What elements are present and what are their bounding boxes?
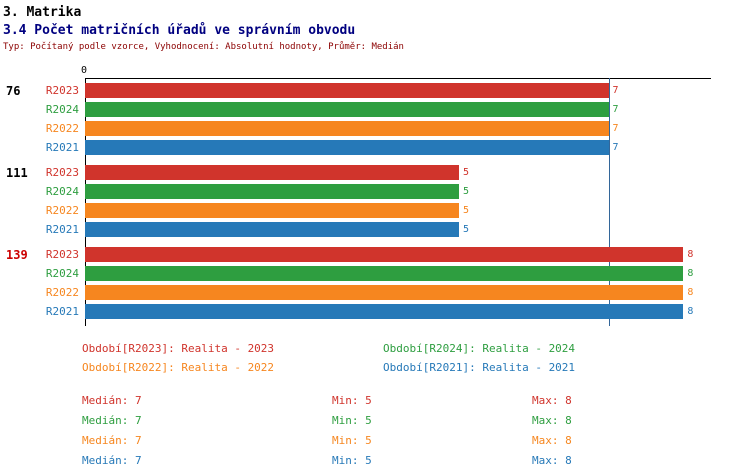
bar-value-label: 7 [612,123,619,134]
group-label: 139 [6,248,28,262]
bar-track: 8 [85,266,711,281]
bar-value-label: 8 [687,249,694,260]
bar [85,140,609,155]
bar [85,121,609,136]
plot-area: 76 R2023 7 R2024 7 R2022 [6,78,711,326]
bar-row-label: R2023 [45,248,79,261]
bar [85,83,609,98]
bar-value-label: 8 [687,306,694,317]
bar-row: R2021 8 [46,304,711,319]
stats-row: Medián: 7 Min: 5 Max: 8 [82,410,750,430]
chart-legend: Období[R2023]: Realita - 2023 Období[R20… [82,342,750,374]
bar-row-label: R2021 [45,141,79,154]
bar-group: 111 R2023 5 R2024 5 R2022 [6,165,711,237]
bar-track: 7 [85,102,711,117]
bar [85,222,459,237]
legend-item: Období[R2023]: Realita - 2023 [82,342,275,355]
legend-item: Období[R2022]: Realita - 2022 [82,361,275,374]
bar [85,304,684,319]
legend-item: Období[R2024]: Realita - 2024 [383,342,576,355]
bar-row: R2022 5 [46,203,711,218]
bar [85,203,459,218]
bar-track: 7 [85,83,711,98]
bar-track: 8 [85,304,711,319]
bar-value-label: 7 [612,85,619,96]
bar-row: R2022 8 [46,285,711,300]
bar-track: 7 [85,140,711,155]
chart-subtitle: Typ: Počítaný podle vzorce, Vyhodnocení:… [3,42,404,52]
bar-track: 5 [85,184,711,199]
bar-track: 8 [85,247,711,262]
bar-value-label: 5 [462,224,469,235]
bar-value-label: 8 [687,268,694,279]
bar-row-label: R2023 [45,166,79,179]
bar-row: R2023 7 [46,83,711,98]
stat-max: Max: 8 [532,393,572,407]
bar [85,165,459,180]
bar-group: 76 R2023 7 R2024 7 R2022 [6,83,711,155]
bar-row: R2024 5 [46,184,711,199]
bar-row-label: R2023 [45,84,79,97]
bar [85,266,684,281]
bar-row: R2024 8 [46,266,711,281]
bar-value-label: 5 [462,205,469,216]
bar-track: 5 [85,165,711,180]
stat-min: Min: 5 [332,453,372,467]
bar-chart: 0 76 R2023 7 R2024 7 [3,65,750,326]
bar-row-label: R2024 [45,185,79,198]
stats-table: Medián: 7 Min: 5 Max: 8 Medián: 7 Min: 5… [82,390,750,470]
bar-track: 5 [85,203,711,218]
bar-value-label: 7 [612,142,619,153]
bar [85,102,609,117]
bar-row-label: R2024 [45,103,79,116]
bar-row: R2021 5 [46,222,711,237]
stat-median: Medián: 7 [82,433,142,447]
section-title: 3. Matrika [3,5,82,20]
bar-value-label: 8 [687,287,694,298]
bar-value-label: 5 [462,167,469,178]
chart-title: 3.4 Počet matričních úřadů ve správním o… [3,23,356,38]
bar-row-label: R2021 [45,305,79,318]
stat-median: Medián: 7 [82,393,142,407]
bar-value-label: 7 [612,104,619,115]
stat-max: Max: 8 [532,453,572,467]
stat-min: Min: 5 [332,393,372,407]
stat-min: Min: 5 [332,433,372,447]
stats-row: Medián: 7 Min: 5 Max: 8 [82,450,750,470]
bar-row: R2024 7 [46,102,711,117]
bar-row: R2023 8 [46,247,711,262]
bar-row: R2023 5 [46,165,711,180]
bar-row-label: R2022 [45,286,79,299]
bar-row-label: R2024 [45,267,79,280]
bar-track: 8 [85,285,711,300]
stat-min: Min: 5 [332,413,372,427]
bar-track: 7 [85,121,711,136]
stats-row: Medián: 7 Min: 5 Max: 8 [82,430,750,450]
stat-max: Max: 8 [532,433,572,447]
legend-item: Období[R2021]: Realita - 2021 [383,361,576,374]
bar-row-label: R2022 [45,122,79,135]
bar-row-label: R2022 [45,204,79,217]
bar-value-label: 5 [462,186,469,197]
stat-median: Medián: 7 [82,413,142,427]
bar [85,285,684,300]
stat-max: Max: 8 [532,413,572,427]
axis-zero-label: 0 [81,65,88,76]
group-label: 111 [6,166,28,180]
median-line [608,78,610,326]
bar-group: 139 R2023 8 R2024 8 R2022 [6,247,711,319]
bar-track: 5 [85,222,711,237]
bar-row: R2021 7 [46,140,711,155]
bar [85,184,459,199]
bar-row: R2022 7 [46,121,711,136]
bar-row-label: R2021 [45,223,79,236]
group-label: 76 [6,84,21,98]
y-axis-line [85,78,86,326]
stat-median: Medián: 7 [82,453,142,467]
stats-row: Medián: 7 Min: 5 Max: 8 [82,390,750,410]
bar [85,247,684,262]
